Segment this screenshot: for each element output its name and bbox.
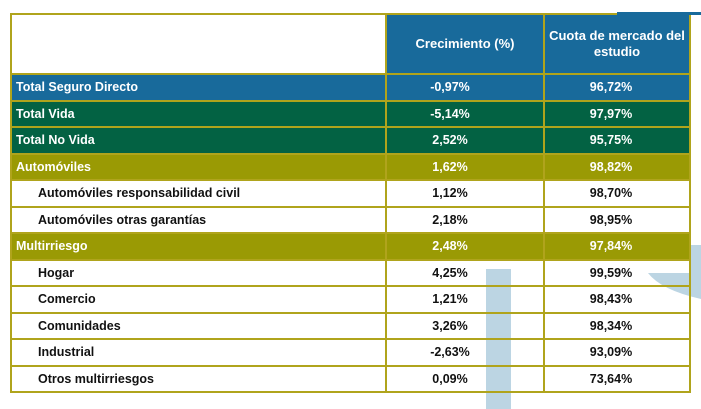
growth-value: -2,63% [385, 338, 545, 367]
table-row-multirriesgo: Multirriesgo 2,48% 97,84% [10, 232, 691, 261]
row-label: Total Seguro Directo [10, 73, 387, 102]
row-label: Total No Vida [10, 126, 387, 155]
growth-value: 1,62% [385, 152, 545, 181]
growth-value: -5,14% [385, 99, 545, 128]
share-value: 93,09% [543, 338, 691, 367]
row-label: Comercio [10, 285, 387, 314]
top-right-accent-line [617, 12, 701, 15]
row-label: Otros multirriesgos [10, 364, 387, 393]
growth-value: 0,09% [385, 364, 545, 393]
table-row-automoviles-rc: Automóviles responsabilidad civil 1,12% … [10, 179, 691, 208]
market-share-table: Crecimiento (%) Cuota de mercado del est… [10, 13, 691, 393]
share-value: 95,75% [543, 126, 691, 155]
table-row-hogar: Hogar 4,25% 99,59% [10, 258, 691, 287]
share-value: 98,43% [543, 285, 691, 314]
row-label: Automóviles otras garantías [10, 205, 387, 234]
table-row-total-vida: Total Vida -5,14% 97,97% [10, 99, 691, 128]
table-row-total-seguro-directo: Total Seguro Directo -0,97% 96,72% [10, 73, 691, 102]
row-label: Multirriesgo [10, 232, 387, 261]
growth-value: 4,25% [385, 258, 545, 287]
row-label: Automóviles [10, 152, 387, 181]
row-label: Automóviles responsabilidad civil [10, 179, 387, 208]
growth-value: 2,52% [385, 126, 545, 155]
share-value: 99,59% [543, 258, 691, 287]
share-value: 98,95% [543, 205, 691, 234]
row-label: Comunidades [10, 311, 387, 340]
table-row-total-no-vida: Total No Vida 2,52% 95,75% [10, 126, 691, 155]
header-empty-cell [10, 13, 387, 75]
growth-value: 3,26% [385, 311, 545, 340]
table-row-industrial: Industrial -2,63% 93,09% [10, 338, 691, 367]
table-row-automoviles-otras: Automóviles otras garantías 2,18% 98,95% [10, 205, 691, 234]
share-value: 98,34% [543, 311, 691, 340]
share-value: 73,64% [543, 364, 691, 393]
share-value: 98,82% [543, 152, 691, 181]
share-value: 98,70% [543, 179, 691, 208]
row-label: Hogar [10, 258, 387, 287]
share-value: 97,84% [543, 232, 691, 261]
header-row: Crecimiento (%) Cuota de mercado del est… [10, 13, 691, 75]
share-value: 96,72% [543, 73, 691, 102]
growth-value: 1,12% [385, 179, 545, 208]
growth-value: -0,97% [385, 73, 545, 102]
growth-value: 2,48% [385, 232, 545, 261]
row-label: Industrial [10, 338, 387, 367]
table-row-otros-multirriesgos: Otros multirriesgos 0,09% 73,64% [10, 364, 691, 393]
header-growth-cell: Crecimiento (%) [385, 13, 545, 75]
header-share-cell: Cuota de mercado del estudio [543, 13, 691, 75]
table-row-comunidades: Comunidades 3,26% 98,34% [10, 311, 691, 340]
table-row-automoviles: Automóviles 1,62% 98,82% [10, 152, 691, 181]
growth-value: 2,18% [385, 205, 545, 234]
table-row-comercio: Comercio 1,21% 98,43% [10, 285, 691, 314]
share-value: 97,97% [543, 99, 691, 128]
growth-value: 1,21% [385, 285, 545, 314]
row-label: Total Vida [10, 99, 387, 128]
